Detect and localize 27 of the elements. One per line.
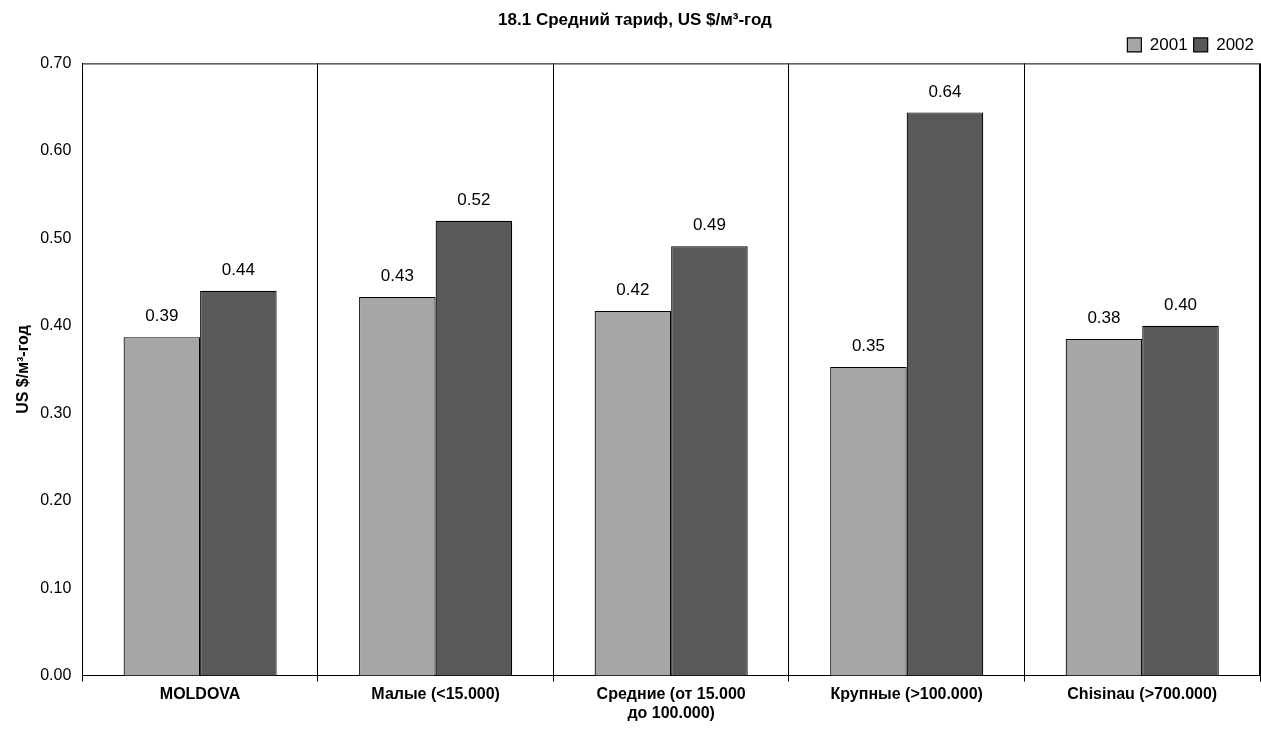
data-label: 0.49 (692, 215, 726, 235)
data-label: 0.40 (1163, 294, 1198, 314)
data-label: 0.43 (380, 266, 414, 286)
data-label: 0.39 (145, 306, 179, 326)
data-label: 0.38 (1087, 308, 1121, 328)
data-label: 0.52 (457, 190, 491, 210)
y-tick-label: 0.50 (40, 228, 72, 246)
y-tick-label: 0.10 (40, 578, 72, 596)
x-tick-label: MOLDOVA (159, 684, 241, 702)
y-tick-label: 0.40 (40, 316, 72, 334)
y-axis-title: US $/м³-год (14, 325, 32, 414)
y-tick-label: 0.70 (40, 53, 72, 71)
data-label: 0.42 (616, 280, 650, 300)
y-tick-label: 0.00 (40, 666, 72, 684)
x-tick-label: Малые (<15.000) (371, 684, 500, 702)
x-tick-label: Средние (от 15.000 до 100.000) (596, 684, 746, 721)
data-label: 0.35 (851, 336, 885, 356)
data-label: 0.44 (221, 259, 255, 279)
y-tick-label: 0.30 (40, 403, 72, 421)
y-tick-label: 0.20 (40, 491, 72, 509)
x-tick-label: Chisinau (>700.000) (1067, 684, 1218, 702)
legend-label: 2001 (1149, 34, 1188, 54)
chart-title: 18.1 Средний тариф, US $/м³-год (498, 9, 773, 29)
x-tick-label: Крупные (>100.000) (830, 684, 983, 702)
legend-label: 2002 (1216, 34, 1255, 54)
data-label: 0.64 (928, 81, 962, 101)
y-tick-label: 0.60 (40, 141, 72, 159)
